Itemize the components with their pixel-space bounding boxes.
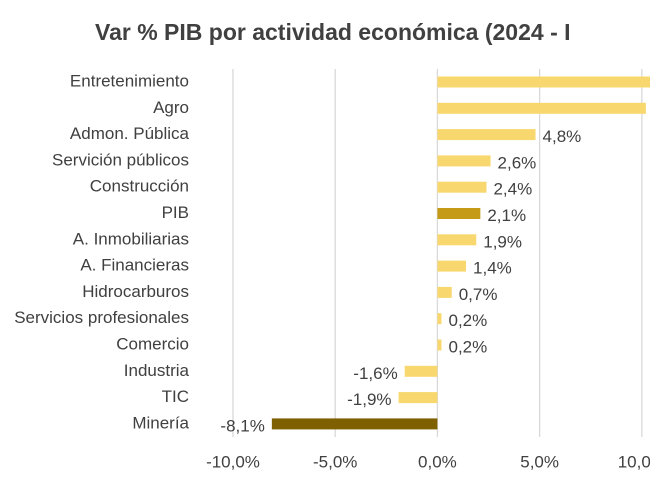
x-tick-label: -10,0% [206,452,260,471]
y-tick-label: Hidrocarburos [82,282,189,301]
value-label: -1,6% [353,364,397,383]
bar [437,102,646,114]
bar [437,260,467,272]
y-tick-label: A. Inmobiliarias [73,229,189,248]
value-label: 0,2% [449,311,488,330]
y-tick-label: Entretenimiento [70,71,189,90]
bar [437,313,442,325]
value-label: 2,4% [493,180,532,199]
value-label: -8,1% [220,416,264,435]
value-label: 2,1% [487,206,526,225]
value-label: 2,6% [498,153,537,172]
y-tick-label: Construcción [90,177,189,196]
y-tick-label: TIC [162,387,189,406]
value-label: 1,4% [473,259,512,278]
bar [437,155,491,167]
value-label: 0,2% [449,337,488,356]
value-label: 0,7% [459,285,498,304]
y-tick-label: Servición públicos [52,150,189,169]
x-tick-label: 0,0% [418,452,457,471]
y-tick-label: Minería [132,413,189,432]
y-tick-label: Admon. Pública [70,124,190,143]
bar [437,76,650,88]
x-tick-label: 10,0% [618,452,650,471]
y-tick-label: PIB [162,203,189,222]
bar [437,234,477,246]
value-label: 4,8% [543,127,582,146]
value-label: -1,9% [347,390,391,409]
bar [404,365,438,377]
chart-title: Var % PIB por actividad económica (2024 … [95,19,571,45]
bar [398,392,438,404]
bar [271,418,438,430]
y-tick-label: Agro [153,98,189,117]
y-tick-label: Servicios profesionales [14,308,189,327]
y-tick-label: Industria [124,361,190,380]
bar [437,208,481,219]
value-label: 1,9% [483,232,522,251]
y-tick-label: A. Financieras [80,256,189,275]
x-tick-label: -5,0% [313,452,357,471]
bar [437,286,452,298]
y-tick-label: Comercio [116,334,189,353]
bar [437,339,442,351]
bar [437,181,487,193]
x-tick-label: 5,0% [520,452,559,471]
bar [437,129,536,141]
